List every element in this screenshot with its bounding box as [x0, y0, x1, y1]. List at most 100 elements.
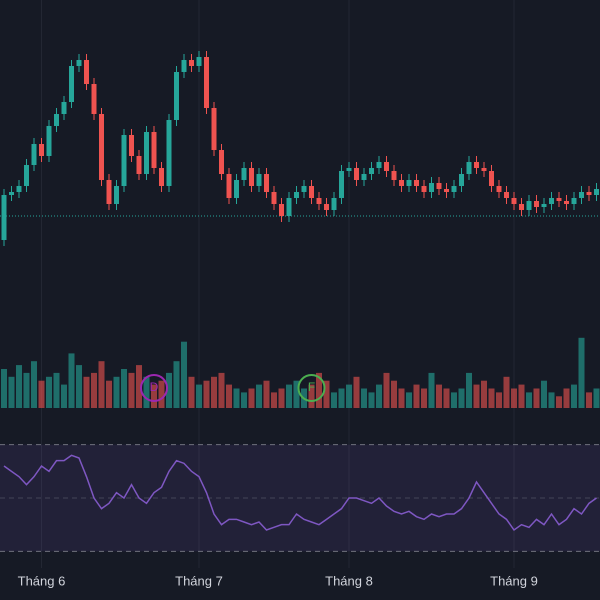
volume-bar	[383, 372, 390, 408]
candle-body	[1, 195, 7, 240]
candle-body	[211, 108, 217, 150]
volume-bar	[46, 376, 52, 408]
candle-body	[504, 192, 509, 198]
candle-body	[114, 186, 119, 204]
candle-body	[579, 192, 584, 198]
candle-body	[16, 186, 22, 192]
volume-bar	[503, 376, 510, 408]
volume-bar	[526, 392, 532, 408]
volume-bar	[278, 388, 285, 408]
rsi-line	[3, 454, 597, 532]
volume-bar	[203, 380, 210, 408]
volume-bar	[293, 380, 300, 408]
candle-body	[301, 186, 307, 192]
volume-bar	[458, 388, 465, 408]
candle-body	[181, 60, 187, 72]
volume-bar	[563, 388, 570, 408]
candle-body	[226, 174, 232, 198]
candle-body	[474, 162, 479, 168]
candle-body	[489, 171, 494, 186]
candle-body	[256, 174, 262, 186]
candle-body	[414, 180, 419, 186]
volume-bar	[181, 341, 187, 408]
volume-bar	[361, 388, 367, 408]
candle-body	[31, 144, 37, 165]
volume-bar	[98, 361, 105, 408]
event-marker	[140, 374, 168, 402]
candle-body	[511, 198, 517, 204]
volume-bar	[428, 372, 435, 408]
volume-bar	[151, 384, 157, 408]
volume-bar	[548, 392, 555, 408]
candle-body	[286, 198, 292, 216]
candle-body	[391, 171, 397, 180]
volume-bar	[211, 376, 217, 408]
candle-body	[159, 168, 164, 186]
candle-body	[481, 168, 487, 171]
volume-bar	[53, 372, 60, 408]
volume-bar	[578, 337, 585, 408]
volume-bar	[466, 372, 472, 408]
candle-body	[106, 180, 112, 204]
candle-body	[571, 198, 577, 204]
volume-bar	[338, 388, 345, 408]
volume-bar	[38, 380, 45, 408]
candle-body	[151, 132, 157, 168]
candle-body	[594, 189, 599, 195]
volume-bar	[233, 388, 240, 408]
candle-body	[271, 192, 277, 204]
volume-bar	[83, 376, 90, 408]
candle-body	[309, 186, 314, 198]
candle-body	[541, 204, 547, 207]
volume-bar	[481, 380, 487, 408]
candle-body	[316, 198, 322, 204]
volume-bar	[316, 372, 322, 408]
candle-body	[249, 168, 254, 186]
candle-body	[354, 168, 359, 180]
volume-bar	[496, 392, 502, 408]
volume-bar	[263, 380, 270, 408]
candle-body	[204, 57, 209, 108]
volume-bar	[413, 384, 420, 408]
candle-body	[429, 183, 434, 192]
candle-body	[61, 102, 67, 114]
volume-bar	[308, 384, 315, 408]
candle-body	[99, 114, 104, 180]
candle-body	[174, 72, 179, 120]
volume-bar	[173, 361, 180, 408]
volume-bar	[256, 384, 262, 408]
candle-body	[24, 165, 29, 186]
candle-body	[586, 192, 592, 195]
candle-body	[129, 135, 134, 156]
event-label: F	[308, 380, 315, 394]
volume-bar	[451, 392, 457, 408]
candle-body	[279, 204, 284, 216]
candle-body	[39, 144, 44, 156]
volume-bar	[586, 392, 592, 408]
volume-bar	[241, 392, 247, 408]
volume-bar	[196, 384, 202, 408]
candle-body	[196, 57, 202, 66]
volume-bar	[473, 384, 480, 408]
volume-bar	[391, 380, 397, 408]
candle-body	[69, 66, 74, 102]
volume-bar	[248, 388, 255, 408]
candle-body	[361, 174, 367, 180]
volume-bar	[353, 376, 360, 408]
volume-bar	[271, 392, 277, 408]
x-tick-label: Tháng 6	[18, 573, 66, 588]
event-marker	[297, 374, 326, 402]
candle-body	[84, 60, 89, 84]
rsi-band	[0, 444, 600, 552]
candle-body	[376, 162, 382, 168]
candle-body	[421, 186, 427, 192]
volume-bar	[218, 372, 225, 408]
volume-bar	[68, 353, 75, 408]
candle-body	[444, 189, 449, 192]
volume-bar	[421, 388, 427, 408]
candle-body	[549, 198, 554, 204]
candle-body	[241, 168, 247, 180]
volume-bar	[323, 380, 330, 408]
volume-bar	[8, 376, 15, 408]
